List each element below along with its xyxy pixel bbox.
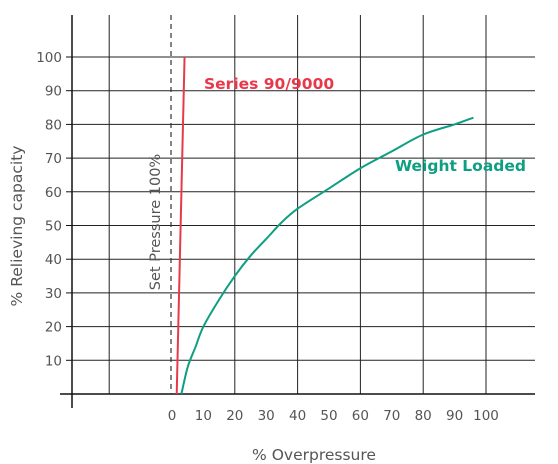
x-tick-label: 100 bbox=[473, 408, 499, 424]
y-tick-label: 80 bbox=[45, 117, 62, 133]
y-tick-label: 70 bbox=[45, 151, 62, 167]
series-group bbox=[175, 56, 474, 395]
grid bbox=[72, 15, 535, 394]
y-tick-label: 100 bbox=[36, 50, 62, 66]
series-label-weight-loaded: Weight Loaded bbox=[395, 157, 526, 175]
x-tick-label: 80 bbox=[415, 408, 432, 424]
x-tick-label: 40 bbox=[289, 408, 306, 424]
y-tick-label: 90 bbox=[45, 84, 62, 100]
y-tick-label: 20 bbox=[45, 320, 62, 336]
x-tick-label: 70 bbox=[383, 408, 400, 424]
x-tick-label: 60 bbox=[352, 408, 369, 424]
y-tick-label: 30 bbox=[45, 286, 62, 302]
x-tick-label: 0 bbox=[168, 408, 177, 424]
y-tick-label: 10 bbox=[45, 353, 62, 369]
x-tick-labels: 0 10 20 30 40 50 60 70 80 90 100 bbox=[168, 408, 499, 424]
x-tick-label: 50 bbox=[320, 408, 337, 424]
x-tick-label: 30 bbox=[258, 408, 275, 424]
y-tick-label: 60 bbox=[45, 185, 62, 201]
y-tick-labels: 10 20 30 40 50 60 70 80 90 100 bbox=[36, 50, 62, 369]
series-line-series-90-9000 bbox=[175, 56, 186, 395]
set-pressure-label: Set Pressure 100% bbox=[148, 154, 164, 290]
series-label-series-90-9000: Series 90/9000 bbox=[204, 75, 334, 93]
series-line-weight-loaded bbox=[180, 116, 474, 395]
y-tick-label: 40 bbox=[45, 252, 62, 268]
y-axis-label: % Relieving capacity bbox=[8, 146, 26, 307]
x-tick-label: 10 bbox=[195, 408, 212, 424]
x-tick-label: 90 bbox=[446, 408, 463, 424]
x-tick-label: 20 bbox=[226, 408, 243, 424]
y-tick-label: 50 bbox=[45, 219, 62, 235]
x-axis-label: % Overpressure bbox=[252, 446, 376, 464]
axes bbox=[60, 15, 535, 408]
